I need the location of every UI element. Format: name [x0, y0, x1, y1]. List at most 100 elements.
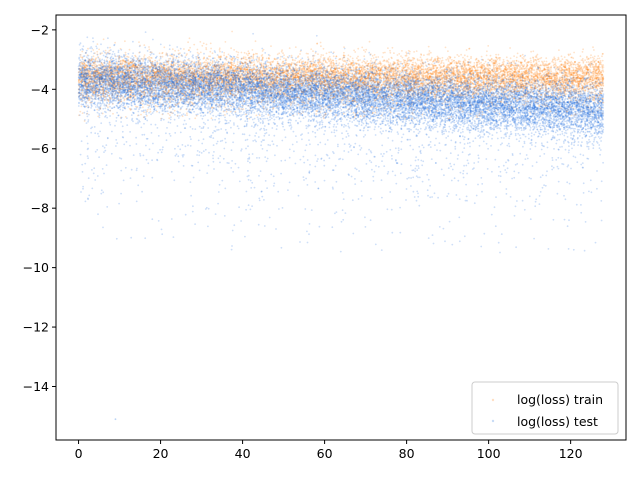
train-point [372, 55, 374, 57]
train-point [203, 62, 205, 64]
train-point [312, 59, 314, 61]
train-point [353, 50, 355, 52]
train-point [573, 52, 575, 54]
train-point [407, 66, 409, 68]
train-point [454, 57, 456, 59]
train-point [445, 59, 447, 61]
train-point [590, 54, 592, 56]
train-point [224, 107, 226, 109]
train-point [175, 63, 177, 65]
train-point [512, 70, 514, 72]
train-point [580, 55, 582, 57]
train-point [470, 65, 472, 67]
train-point [112, 113, 114, 115]
train-point [295, 46, 297, 48]
train-point [142, 106, 144, 108]
train-point [522, 71, 524, 73]
train-point [252, 49, 254, 51]
train-point [409, 51, 411, 53]
train-point [233, 65, 235, 67]
train-point [79, 111, 81, 113]
train-point [328, 52, 330, 54]
train-point [427, 54, 429, 56]
train-point [277, 61, 279, 63]
train-point [592, 57, 594, 59]
train-point [468, 48, 470, 50]
train-point [528, 61, 530, 63]
train-point [439, 67, 441, 69]
train-point [199, 41, 201, 43]
train-point [481, 56, 483, 58]
train-point [205, 62, 207, 64]
train-point [211, 63, 213, 65]
train-point [541, 61, 543, 63]
train-point [429, 59, 431, 61]
train-point [174, 110, 176, 112]
train-point [429, 50, 431, 52]
train-point [159, 102, 161, 104]
train-point [168, 117, 170, 119]
train-point [197, 52, 199, 54]
train-point [143, 56, 145, 58]
train-point [255, 40, 257, 42]
train-point [228, 54, 230, 56]
train-point [437, 57, 439, 59]
train-point [392, 47, 394, 49]
train-point [194, 117, 196, 119]
train-point [532, 50, 534, 52]
train-point [186, 112, 188, 114]
train-point [223, 52, 225, 54]
train-point [237, 52, 239, 54]
train-point [474, 62, 476, 64]
train-point [229, 58, 231, 60]
train-point [278, 52, 280, 54]
train-point [539, 65, 541, 67]
train-point [352, 60, 354, 62]
train-point [361, 62, 363, 64]
train-point [439, 64, 441, 66]
train-point [543, 61, 545, 63]
train-point [97, 43, 99, 45]
train-point [506, 56, 508, 58]
train-point [200, 52, 202, 54]
train-point [231, 31, 233, 33]
train-point [193, 44, 195, 46]
train-point [172, 48, 174, 50]
train-point [400, 61, 402, 63]
train-point [416, 50, 418, 52]
train-point [377, 56, 379, 58]
train-point [537, 54, 539, 56]
train-point [594, 56, 596, 58]
train-point [266, 58, 268, 60]
train-point [226, 63, 228, 65]
train-point [298, 55, 300, 57]
train-point [503, 61, 505, 63]
train-point [363, 55, 365, 57]
train-point [246, 53, 248, 55]
train-point [219, 47, 221, 49]
train-point [356, 57, 358, 59]
train-point [241, 52, 243, 54]
train-point [323, 48, 325, 50]
train-point [203, 43, 205, 45]
train-point [550, 69, 552, 71]
train-point [343, 52, 345, 54]
train-point [147, 109, 149, 111]
train-point [517, 53, 519, 55]
train-point [280, 56, 282, 58]
train-point [251, 62, 253, 64]
train-point [299, 65, 301, 67]
train-point [350, 56, 352, 58]
train-point [582, 51, 584, 53]
train-point [307, 53, 309, 55]
train-point [342, 59, 344, 61]
train-point [283, 57, 285, 59]
train-point [138, 41, 140, 43]
train-point [233, 49, 235, 51]
train-point [160, 99, 162, 101]
train-point [144, 54, 146, 56]
train-point [300, 59, 302, 61]
train-point [487, 45, 489, 47]
train-point [588, 61, 590, 63]
